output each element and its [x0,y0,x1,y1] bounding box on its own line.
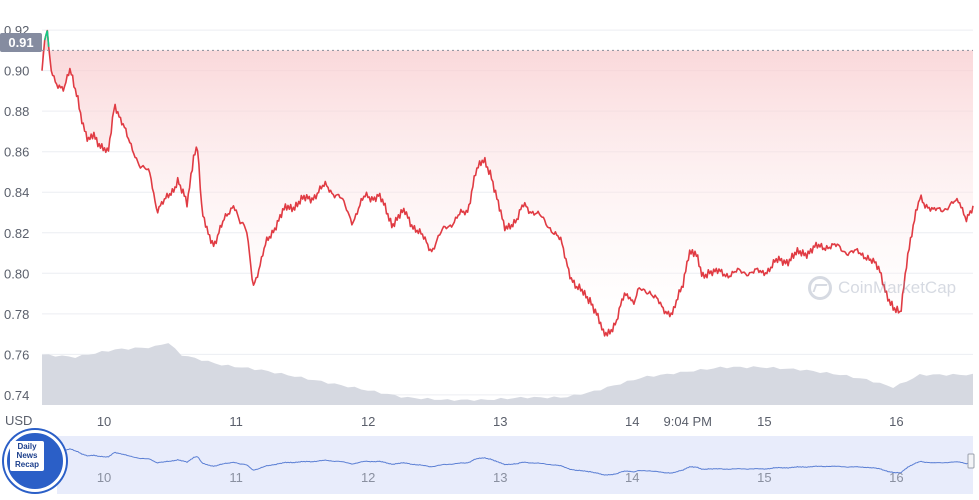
x-tick-label-5: 9:04 PM [664,414,712,429]
x-tick-label-0: 10 [97,414,111,429]
x-tick-label-7: 16 [889,414,903,429]
volume-area [42,343,973,405]
price-line-path [41,29,974,337]
navigator-background [57,436,973,494]
x-tick-label-4: 14 [625,414,639,429]
current-price-badge: 0.91 [0,33,42,52]
watermark: CoinMarketCap [808,276,956,300]
area-fill-shape [42,30,973,336]
range-navigator[interactable]: 10 11 12 13 14 15 16 [41,436,975,494]
y-tick-label-3: 0.86 [4,145,29,160]
watermark-text: CoinMarketCap [838,278,957,297]
badge-line-2: News [16,451,38,460]
navigator-right-handle[interactable] [967,453,975,469]
y-tick-label-2: 0.88 [4,104,29,119]
x-tick-label-2: 12 [361,414,375,429]
price-area-fill [42,30,973,336]
y-tick-label-9: 0.74 [4,388,29,403]
x-tick-label-6: 15 [757,414,771,429]
x-tick-label-3: 13 [493,414,507,429]
navigator-tick-label-4: 14 [625,470,639,485]
navigator-line [41,444,974,476]
y-tick-label-5: 0.82 [4,226,29,241]
daily-news-recap-badge[interactable]: Daily News Recap [0,428,66,496]
y-tick-label-7: 0.78 [4,307,29,322]
badge-panel [10,441,44,471]
navigator-tick-label-0: 10 [97,470,111,485]
navigator-tick-label-6: 16 [889,470,903,485]
navigator-tick-label-2: 12 [361,470,375,485]
y-tick-label-6: 0.80 [4,266,29,281]
navigator-tick-label-3: 13 [493,470,507,485]
y-axis-ticks: 0.920.900.880.860.840.820.800.780.760.74 [4,23,29,403]
badge-label: Daily News Recap [11,442,43,469]
x-tick-label-1: 11 [229,414,243,429]
price-line [41,29,974,337]
navigator-tick-label-5: 15 [757,470,771,485]
badge-line-3: Recap [14,460,39,469]
y-tick-label-8: 0.76 [4,347,29,362]
y-tick-label-1: 0.90 [4,64,29,79]
y-tick-label-4: 0.84 [4,185,29,200]
currency-label: USD [5,413,33,428]
volume-shape [42,343,973,405]
coinmarketcap-logo-icon [808,276,832,300]
price-line-up-path [43,30,50,47]
x-axis-ticks: 10 11 12 13 14 9:04 PM 15 16 [97,414,904,429]
navigator-tick-label-1: 11 [229,470,243,485]
badge-line-1: Daily [17,442,37,451]
